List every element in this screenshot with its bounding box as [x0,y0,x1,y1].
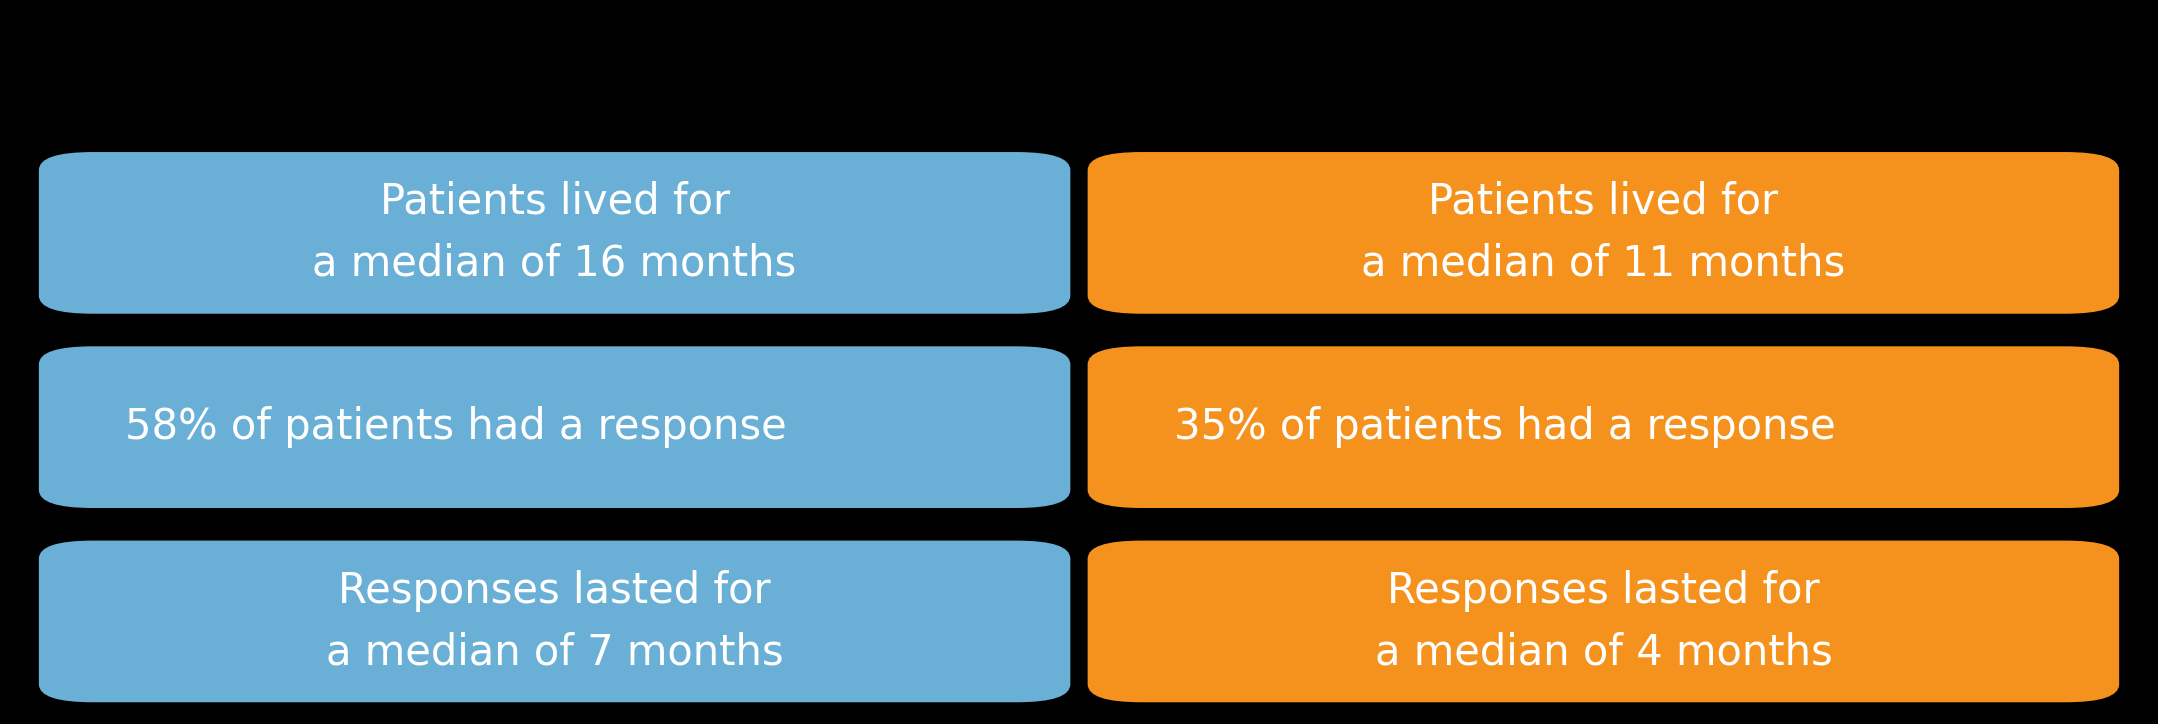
FancyBboxPatch shape [39,541,1070,702]
Text: Responses lasted for
a median of 4 months: Responses lasted for a median of 4 month… [1375,570,1832,673]
Text: 58% of patients had a response: 58% of patients had a response [125,406,788,448]
FancyBboxPatch shape [1088,152,2119,313]
FancyBboxPatch shape [39,152,1070,313]
Text: Patients lived for
a median of 11 months: Patients lived for a median of 11 months [1362,181,1845,285]
Text: Patients lived for
a median of 16 months: Patients lived for a median of 16 months [313,181,796,285]
FancyBboxPatch shape [1088,541,2119,702]
Text: 35% of patients had a response: 35% of patients had a response [1174,406,1836,448]
Text: Responses lasted for
a median of 7 months: Responses lasted for a median of 7 month… [326,570,783,673]
FancyBboxPatch shape [39,346,1070,508]
FancyBboxPatch shape [1088,346,2119,508]
